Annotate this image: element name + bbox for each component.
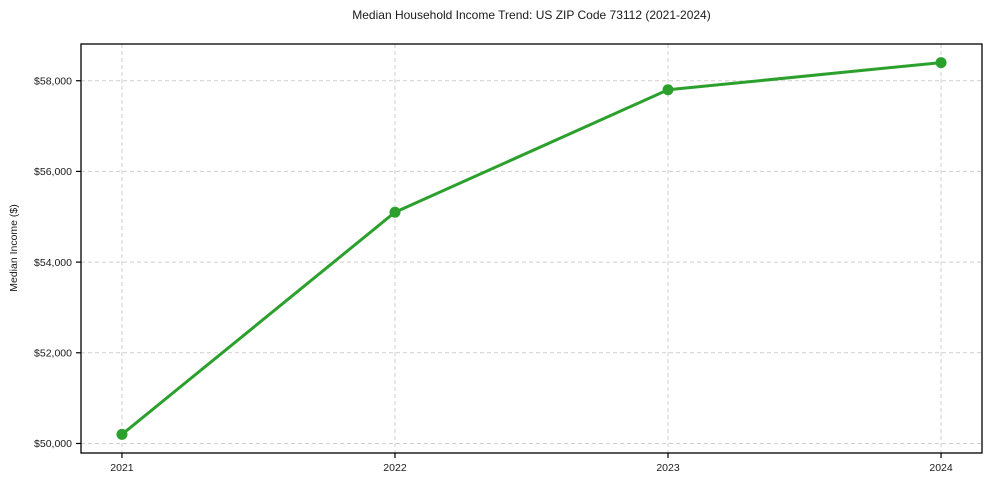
x-tick-label: 2021 — [110, 462, 134, 474]
x-tick-label: 2024 — [929, 462, 953, 474]
data-point-marker — [935, 57, 947, 69]
data-point-marker — [389, 206, 401, 218]
chart-title: Median Household Income Trend: US ZIP Co… — [352, 8, 711, 22]
data-point-marker — [116, 428, 128, 440]
line-series — [120, 61, 943, 436]
y-tick-label: $58,000 — [34, 75, 72, 87]
y-tick-label: $56,000 — [34, 166, 72, 178]
x-tick-label: 2023 — [656, 462, 680, 474]
y-tick-label: $50,000 — [34, 438, 72, 450]
y-tick-label: $54,000 — [34, 257, 72, 269]
x-tick-label: 2022 — [383, 462, 407, 474]
plot-border — [80, 43, 983, 454]
data-point-marker — [662, 84, 674, 96]
y-tick-label: $52,000 — [34, 347, 72, 359]
